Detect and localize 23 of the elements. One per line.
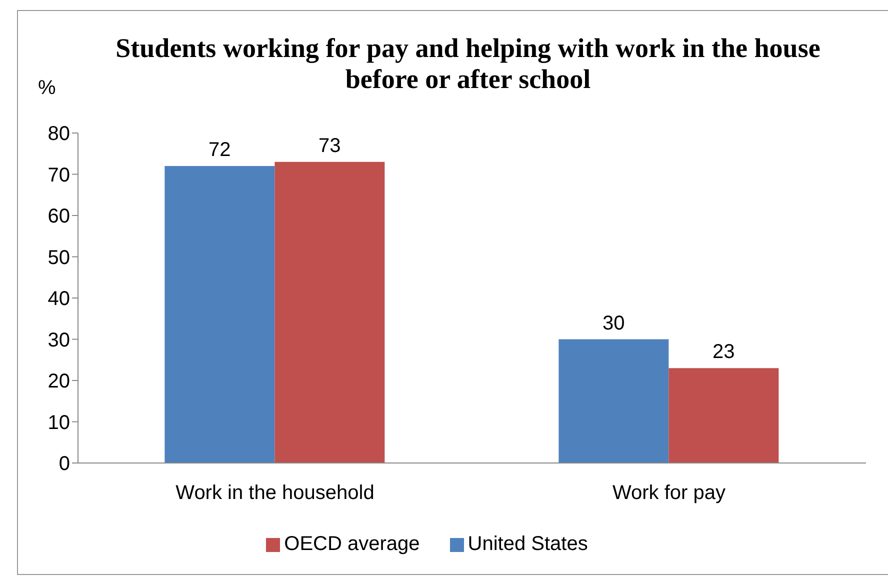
data-label: 73 bbox=[318, 134, 341, 157]
chart-title: Students working for pay and helping with work in the house before or after school bbox=[114, 33, 822, 95]
data-label: 72 bbox=[208, 139, 231, 161]
y-axis-title: % bbox=[38, 77, 56, 100]
y-tick-label: 70 bbox=[48, 164, 70, 186]
legend-label: United States bbox=[468, 533, 588, 555]
data-label: 30 bbox=[602, 312, 625, 334]
data-label: 23 bbox=[712, 341, 735, 364]
y-tick-label: 0 bbox=[58, 453, 70, 476]
y-tick-label: 80 bbox=[48, 123, 70, 146]
y-tick-label: 40 bbox=[48, 288, 70, 310]
y-tick-label: 50 bbox=[48, 246, 70, 269]
y-tick-label: 60 bbox=[48, 206, 70, 228]
bar bbox=[668, 368, 779, 463]
bar bbox=[274, 162, 385, 463]
legend-label: OECD average bbox=[284, 533, 420, 555]
y-tick-label: 20 bbox=[48, 370, 70, 393]
bar bbox=[558, 339, 669, 463]
bar bbox=[164, 166, 275, 463]
x-tick-label: Work in the household bbox=[176, 482, 374, 504]
x-tick-label: Work for pay bbox=[612, 482, 726, 504]
y-tick-label: 10 bbox=[48, 412, 70, 434]
y-tick-label: 30 bbox=[48, 329, 70, 352]
